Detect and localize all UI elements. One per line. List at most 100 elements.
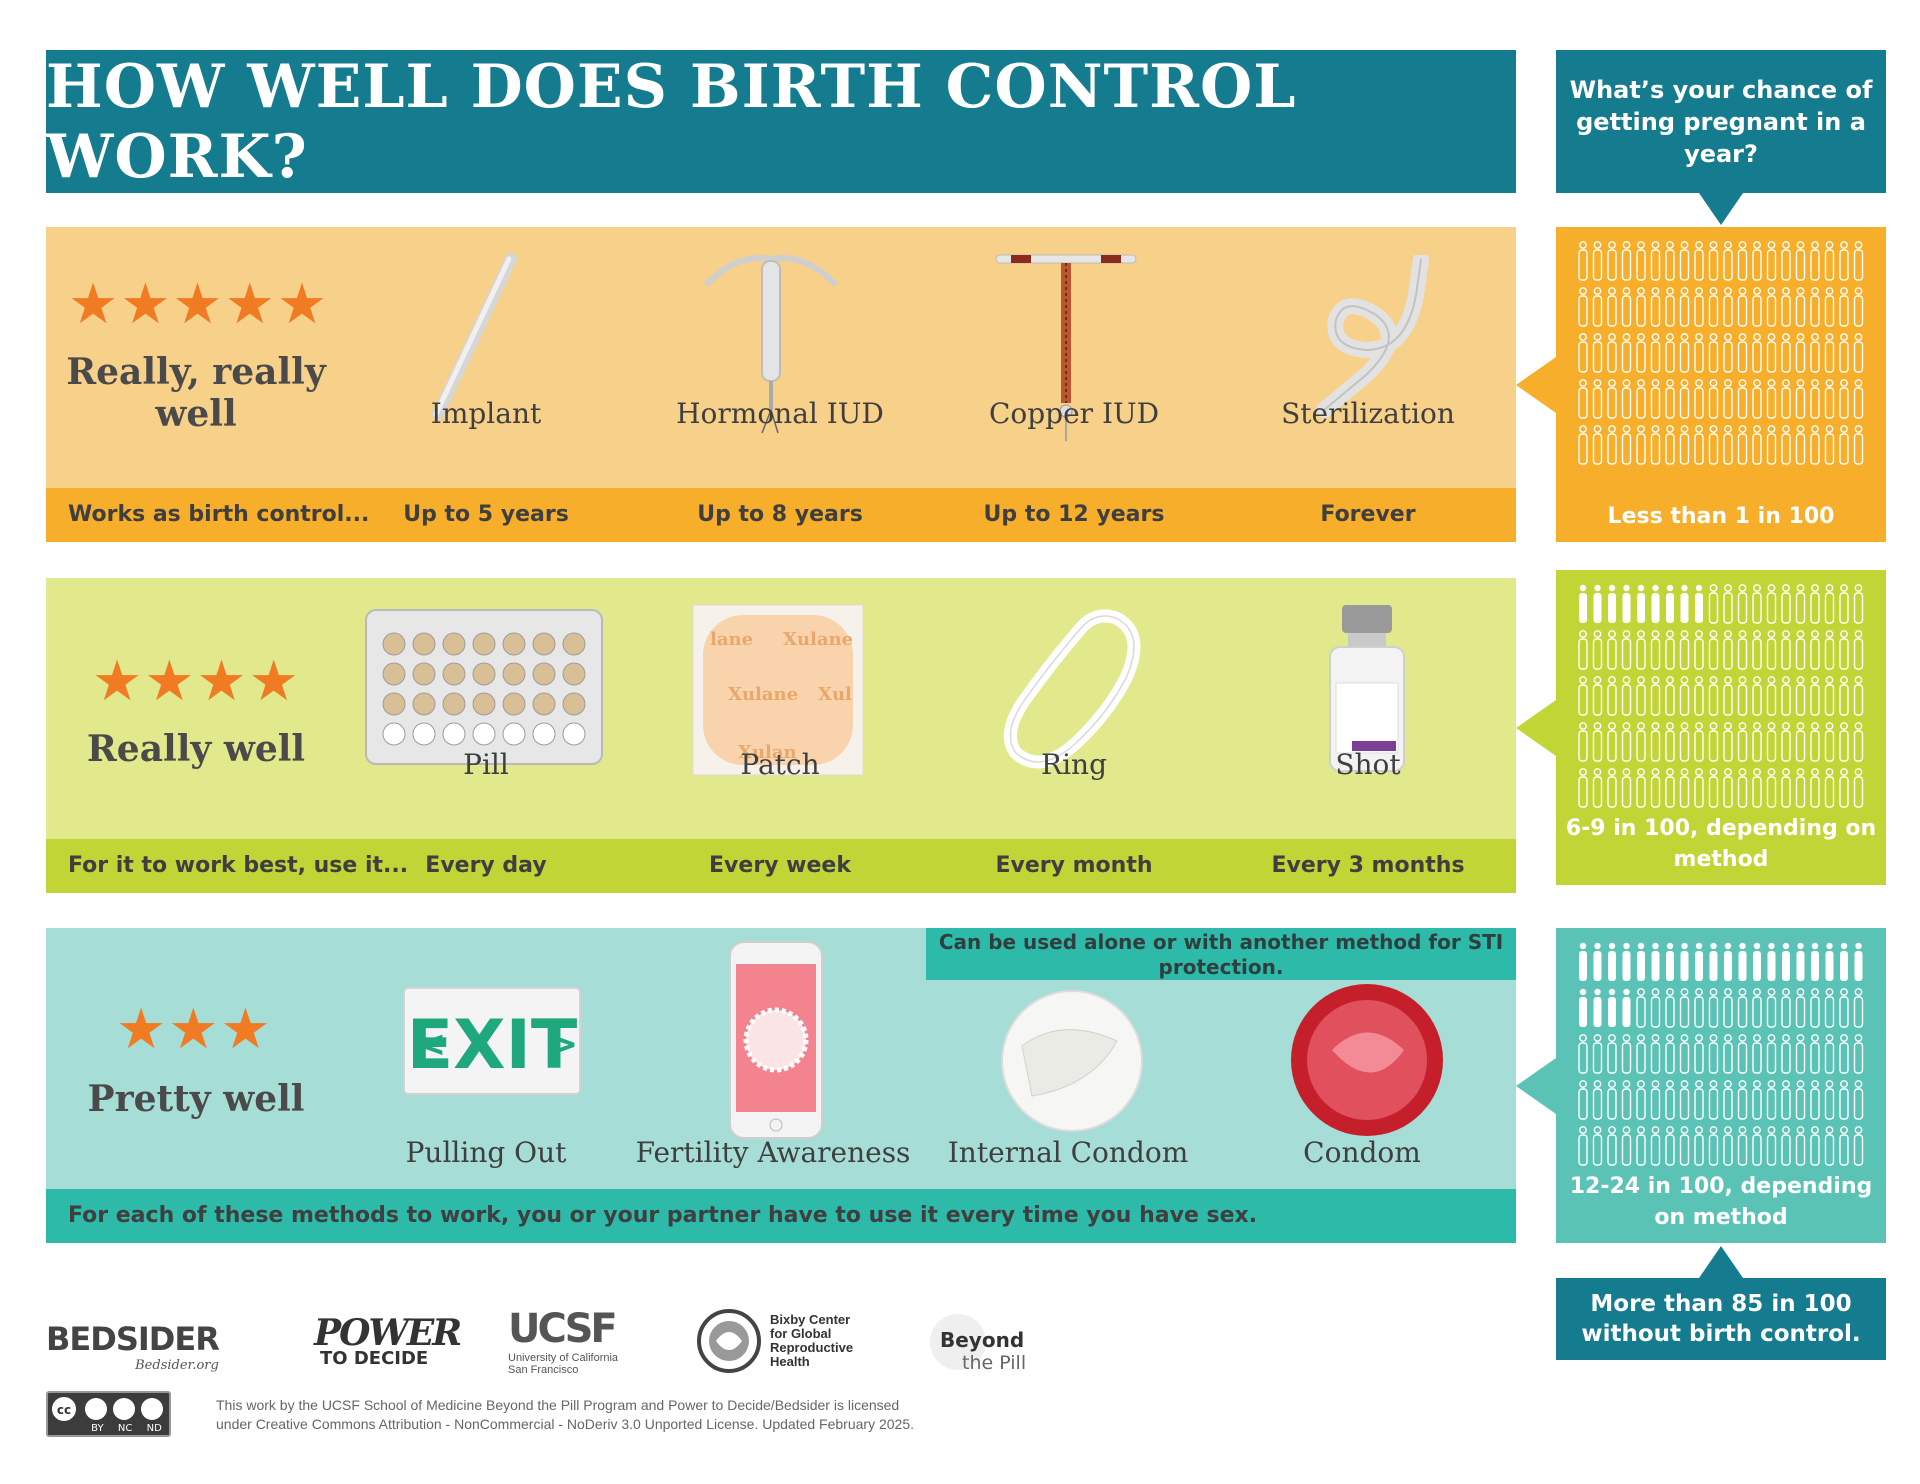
method-name: Shot bbox=[1335, 748, 1401, 781]
pregnant-person-icon bbox=[1608, 584, 1616, 623]
to-decide-wordmark: TO DECIDE bbox=[320, 1348, 429, 1369]
person-icon bbox=[1766, 584, 1777, 624]
pregnant-person-icon bbox=[1796, 942, 1805, 981]
person-icon bbox=[1665, 768, 1675, 808]
person-icon bbox=[1607, 630, 1617, 670]
person-icon bbox=[1795, 584, 1806, 624]
person-icon bbox=[1679, 768, 1690, 808]
person-icon bbox=[1737, 988, 1748, 1028]
person-icon bbox=[1650, 1034, 1661, 1074]
person-icon bbox=[1839, 722, 1849, 762]
person-icon bbox=[1824, 379, 1835, 419]
person-icon bbox=[1781, 722, 1791, 762]
ucsf-subtitle: University of California bbox=[508, 1352, 619, 1364]
person-icon bbox=[1752, 768, 1762, 808]
person-icon bbox=[1607, 768, 1617, 808]
person-icon bbox=[1607, 676, 1617, 716]
person-icon bbox=[1679, 241, 1690, 281]
person-icon bbox=[1592, 333, 1603, 373]
bixby-text: Reproductive bbox=[770, 1340, 854, 1355]
person-icon bbox=[1621, 1034, 1632, 1074]
person-icon bbox=[1665, 333, 1675, 373]
star-icon: ★ bbox=[144, 649, 195, 714]
person-icon bbox=[1607, 287, 1617, 327]
person-icon bbox=[1781, 425, 1791, 465]
person-icon bbox=[1824, 630, 1835, 670]
person-icon bbox=[1636, 722, 1646, 762]
person-icon bbox=[1824, 425, 1835, 465]
person-icon bbox=[1723, 988, 1733, 1028]
person-icon bbox=[1737, 676, 1748, 716]
pill-blister bbox=[472, 722, 496, 746]
pregnant-person-icon bbox=[1695, 584, 1703, 623]
person-icon bbox=[1679, 1034, 1690, 1074]
person-icon bbox=[1708, 333, 1719, 373]
person-icon bbox=[1592, 676, 1603, 716]
person-icon bbox=[1810, 1034, 1820, 1074]
bixby-text: Bixby Center bbox=[770, 1312, 851, 1327]
person-icon bbox=[1795, 630, 1806, 670]
person-icon bbox=[1665, 1126, 1675, 1166]
person-icon bbox=[1737, 1080, 1748, 1120]
person-icon bbox=[1853, 379, 1864, 419]
method-name: Ring bbox=[1041, 748, 1107, 781]
person-icon bbox=[1636, 988, 1646, 1028]
person-icon bbox=[1766, 768, 1777, 808]
person-icon bbox=[1795, 1080, 1806, 1120]
cc-license-icons: cc bbox=[52, 1397, 163, 1421]
person-icon bbox=[1839, 333, 1849, 373]
person-icon bbox=[1839, 584, 1849, 624]
pregnant-person-icon bbox=[1854, 942, 1863, 981]
person-icon bbox=[1781, 768, 1791, 808]
person-icon bbox=[1839, 768, 1849, 808]
pill-blister bbox=[382, 662, 406, 686]
person-icon bbox=[1723, 768, 1733, 808]
pregnant-person-icon bbox=[1579, 988, 1587, 1027]
person-icon bbox=[1839, 630, 1849, 670]
person-icon bbox=[1810, 768, 1820, 808]
ucsf-subtitle: San Francisco bbox=[508, 1364, 579, 1376]
person-icon bbox=[1737, 379, 1748, 419]
person-icon bbox=[1766, 676, 1777, 716]
person-icon bbox=[1766, 1034, 1777, 1074]
person-icon bbox=[1752, 722, 1762, 762]
person-icon bbox=[1679, 722, 1690, 762]
method-name: Copper IUD bbox=[988, 397, 1160, 430]
person-icon bbox=[1592, 1034, 1603, 1074]
person-icon bbox=[1824, 722, 1835, 762]
person-icon bbox=[1636, 425, 1646, 465]
bedsider-wordmark: BEDSIDER bbox=[46, 1320, 220, 1358]
pill-blister bbox=[562, 632, 586, 656]
person-icon bbox=[1853, 1126, 1864, 1166]
person-icon bbox=[1781, 1126, 1791, 1166]
beyond-wordmark: Beyond bbox=[940, 1328, 1025, 1352]
pregnant-person-icon bbox=[1622, 988, 1631, 1027]
person-icon bbox=[1665, 379, 1675, 419]
sti-protection-note: Can be used alone or with another method… bbox=[926, 928, 1516, 980]
method-name: Patch bbox=[740, 748, 820, 781]
person-icon bbox=[1679, 988, 1690, 1028]
person-icon bbox=[1766, 241, 1777, 281]
star-icon: ★ bbox=[120, 272, 171, 337]
person-icon bbox=[1592, 630, 1603, 670]
person-icon bbox=[1781, 630, 1791, 670]
implant-rod-icon bbox=[432, 253, 517, 420]
person-icon bbox=[1824, 333, 1835, 373]
condom-icon bbox=[1291, 984, 1443, 1136]
method-frequency: Every 3 months bbox=[1271, 853, 1465, 878]
person-icon bbox=[1694, 722, 1704, 762]
person-icon bbox=[1853, 988, 1864, 1028]
person-icon bbox=[1708, 287, 1719, 327]
pregnant-person-icon bbox=[1782, 942, 1790, 981]
method-name: Hormonal IUD bbox=[676, 397, 884, 430]
pregnant-person-icon bbox=[1637, 942, 1645, 981]
person-icon bbox=[1810, 584, 1820, 624]
pregnant-person-icon bbox=[1767, 942, 1776, 981]
person-icon bbox=[1650, 768, 1661, 808]
person-icon bbox=[1650, 676, 1661, 716]
cc-by-label: BY bbox=[91, 1423, 104, 1434]
pill-blister bbox=[382, 692, 406, 716]
person-icon bbox=[1607, 241, 1617, 281]
person-icon bbox=[1650, 333, 1661, 373]
person-icon bbox=[1665, 425, 1675, 465]
